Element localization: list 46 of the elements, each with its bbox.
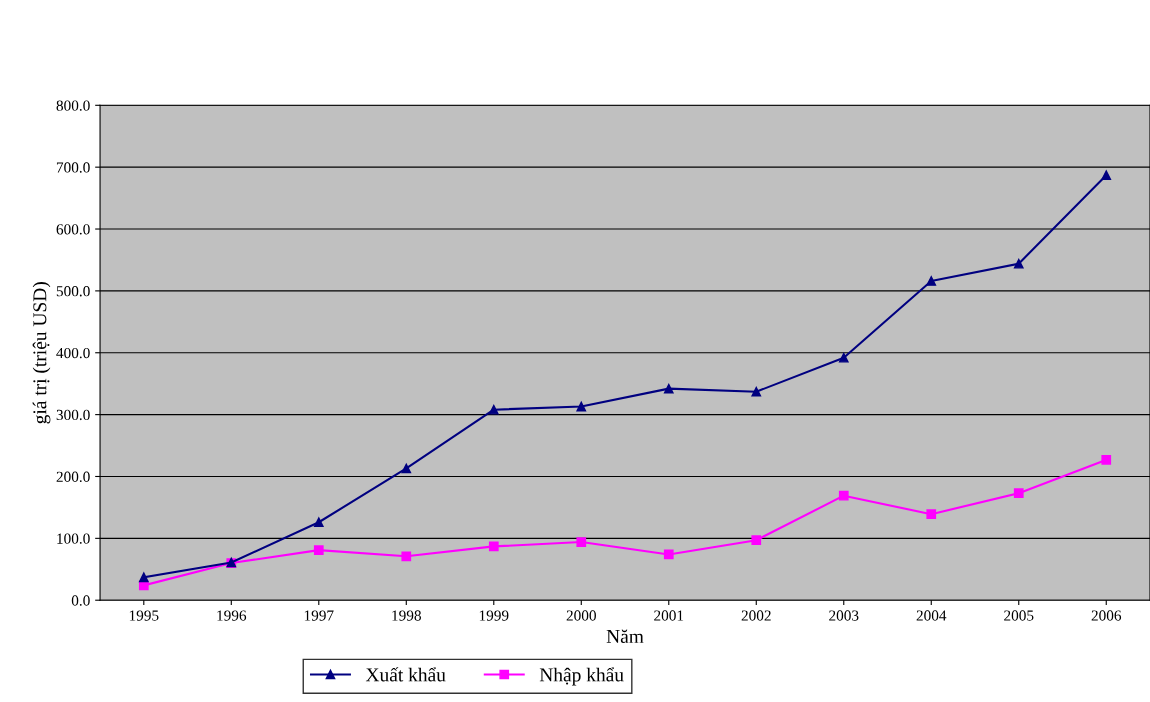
- point: [488, 404, 499, 415]
- x-tick-label: 1997: [304, 610, 334, 621]
- y-tick-label: 100.0: [57, 533, 90, 544]
- y-tick-label: 700.0: [56, 162, 90, 173]
- y-tick-label: 0.0: [71, 595, 90, 606]
- point: [838, 352, 849, 363]
- x-tick-label: 2003: [829, 610, 859, 621]
- point: [838, 490, 849, 501]
- x-tick-label: 2001: [654, 610, 684, 621]
- y-tick-label: 600.0: [56, 224, 90, 235]
- x-tick-label: 1995: [129, 610, 159, 621]
- point: [1101, 454, 1112, 465]
- x-tick-label: 1996: [217, 610, 247, 621]
- point: [313, 517, 324, 528]
- point: [488, 541, 499, 552]
- x-tick-label: 2006: [1091, 610, 1122, 621]
- point: [751, 535, 762, 546]
- point: [313, 545, 324, 555]
- x-tick-label: 2005: [1004, 610, 1034, 621]
- point: [926, 276, 937, 286]
- point: [576, 401, 587, 412]
- y-tick-label: 400.0: [56, 347, 90, 359]
- legend-label: Xuất khẩu: [365, 667, 446, 682]
- point: [1013, 258, 1024, 269]
- x-tick-label: 1999: [479, 610, 509, 621]
- x-tick-label: 2002: [741, 610, 771, 621]
- point: [1013, 488, 1024, 499]
- point: [401, 463, 412, 474]
- y-tick-label: 300.0: [56, 409, 90, 421]
- point: [751, 386, 762, 397]
- point: [663, 549, 674, 560]
- x-tick-label: 1998: [392, 610, 421, 621]
- y-tick-label: 800.0: [56, 100, 90, 111]
- y-axis-title: giá trị (triệu USD): [32, 282, 51, 424]
- point: [926, 509, 937, 520]
- point: [1101, 170, 1112, 181]
- x-tick-label: 2000: [566, 610, 596, 621]
- point: [138, 572, 149, 583]
- point: [576, 537, 587, 547]
- y-tick-label: 200.0: [56, 471, 90, 482]
- x-axis-title: Năm: [606, 629, 644, 644]
- point: [401, 551, 412, 562]
- point: [663, 383, 674, 394]
- x-tick-label: 2004: [916, 610, 947, 621]
- y-tick-label: 500.0: [56, 286, 90, 297]
- legend-label: Nhập khẩu: [539, 667, 624, 686]
